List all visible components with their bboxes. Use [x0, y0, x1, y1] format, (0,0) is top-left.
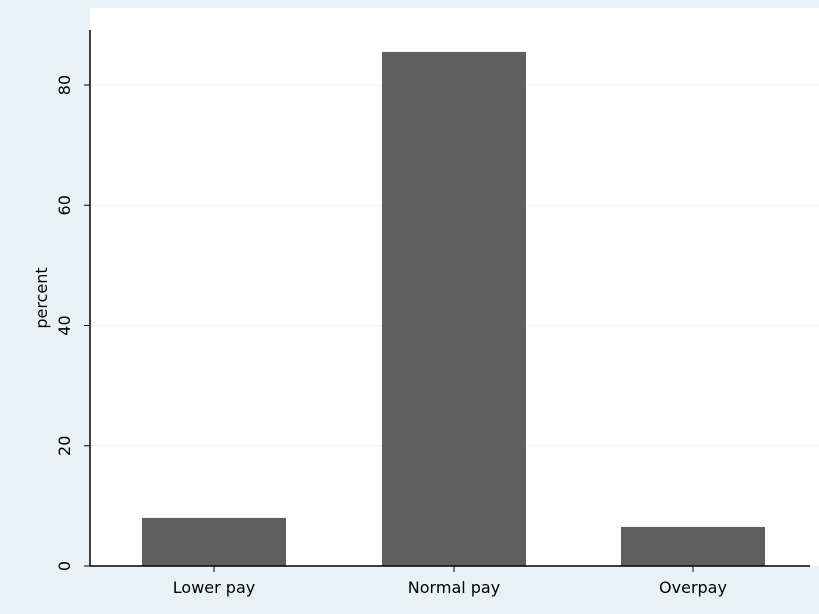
- y-tick-label: 60: [55, 195, 74, 215]
- y-axis-label: percent: [32, 267, 51, 328]
- y-tick-label: 0: [55, 561, 74, 571]
- bars: [142, 51, 765, 566]
- x-axis-ticks: Lower pay Normal pay Overpay: [173, 566, 727, 597]
- x-tick-label: Normal pay: [408, 578, 500, 597]
- x-tick-label: Lower pay: [173, 578, 255, 597]
- x-tick-label: Overpay: [659, 578, 727, 597]
- y-tick-label: 80: [55, 75, 74, 95]
- bar-overpay: [621, 526, 765, 566]
- bar-lower-pay: [142, 517, 286, 566]
- bar-normal-pay: [382, 51, 526, 566]
- y-axis-ticks: 0 20 40 60 80: [55, 75, 90, 571]
- y-tick-label: 40: [55, 315, 74, 335]
- y-tick-label: 20: [55, 436, 74, 456]
